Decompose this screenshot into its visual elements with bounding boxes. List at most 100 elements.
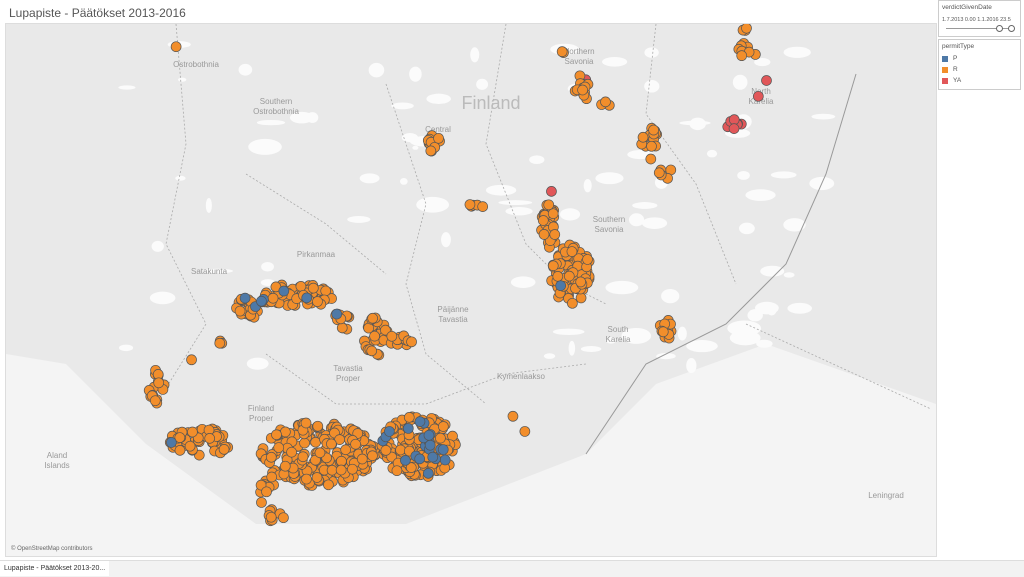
permit-dot — [149, 395, 161, 407]
permit-dot — [600, 96, 611, 108]
permit-dot — [336, 322, 348, 334]
map-canvas[interactable]: Ostrobothnia Southern Ostrobothnia Finland N… — [6, 22, 936, 556]
permit-dot — [335, 464, 347, 476]
lake — [202, 268, 234, 274]
map-label: Southern Savonia — [593, 215, 625, 234]
permit-dot — [438, 421, 449, 432]
lake — [118, 344, 134, 352]
permit-dot — [395, 444, 406, 456]
sheet-tab[interactable]: Lupapiste - Päätökset 2013-20... — [0, 561, 110, 576]
permit-dot — [728, 114, 740, 126]
legend-title: permitType — [942, 43, 975, 50]
country-border — [585, 73, 857, 455]
lake — [256, 119, 286, 126]
permit-dot — [728, 123, 740, 134]
lake — [347, 216, 371, 223]
permit-dot — [547, 260, 559, 272]
lake — [783, 272, 795, 278]
sea-gulf — [506, 454, 936, 556]
legend: permitType P R YA — [938, 39, 1021, 90]
permit-dot — [437, 444, 449, 455]
permit-dot — [301, 292, 313, 304]
legend-label: R — [953, 66, 958, 73]
permit-dot — [278, 512, 289, 524]
lake — [656, 352, 676, 360]
permit-dot — [386, 330, 398, 342]
permit-dot — [575, 276, 587, 288]
permit-dot — [166, 437, 177, 448]
lake — [737, 171, 750, 180]
permit-dot — [301, 473, 312, 485]
permit-dot — [752, 90, 764, 102]
permit-dot — [549, 229, 561, 240]
permit-dot — [256, 497, 267, 508]
lake — [485, 184, 517, 196]
permit-dot — [278, 285, 290, 297]
lake — [644, 47, 659, 58]
permit-dot — [279, 460, 291, 472]
lake — [747, 309, 763, 322]
permit-dot — [582, 254, 593, 265]
lake — [760, 265, 785, 277]
lake — [661, 288, 680, 304]
permit-dot — [326, 464, 338, 476]
lake — [368, 62, 385, 78]
map-label: Southern Ostrobothnia — [253, 97, 299, 116]
permit-dot — [334, 434, 345, 445]
permit-dot — [637, 131, 649, 143]
permit-dot — [546, 186, 557, 197]
date-filter[interactable]: verdictGivenDate 1.7.2013 0.00 1.1.2016 … — [938, 0, 1021, 37]
lake — [529, 155, 545, 165]
permit-dot — [477, 201, 489, 212]
lake — [441, 232, 451, 248]
legend-item[interactable]: P — [942, 53, 1017, 64]
legend-item[interactable]: R — [942, 64, 1017, 75]
permit-dot — [402, 423, 414, 434]
permit-dot — [519, 426, 531, 437]
lake — [580, 346, 602, 353]
lake — [178, 77, 187, 82]
lake — [644, 79, 660, 93]
map[interactable]: Ostrobothnia Southern Ostrobothnia Finland N… — [5, 22, 937, 557]
permit-dot — [174, 432, 186, 443]
lake — [632, 202, 658, 209]
map-label: Päijänne Tavastia — [437, 305, 469, 324]
filter-range: 1.7.2013 0.00 1.1.2016 23.5 — [942, 17, 1017, 23]
lake — [426, 93, 451, 104]
permit-dot — [391, 465, 403, 477]
lake — [628, 213, 645, 227]
permit-dot — [464, 199, 476, 210]
permit-dot — [646, 140, 657, 152]
permit-dot — [384, 426, 395, 437]
lake — [595, 172, 624, 185]
permit-dot — [736, 50, 748, 62]
lake — [248, 138, 282, 155]
lake — [677, 326, 687, 341]
side-panel: verdictGivenDate 1.7.2013 0.00 1.1.2016 … — [938, 0, 1021, 555]
permit-dot — [552, 271, 564, 282]
permit-dot — [400, 455, 411, 466]
map-label: Satakunta — [191, 267, 228, 276]
legend-swatch — [942, 77, 948, 84]
map-label: Aland Islands — [44, 451, 69, 470]
permit-dot — [563, 270, 575, 282]
slider[interactable] — [942, 23, 1017, 33]
permit-dot — [331, 308, 343, 320]
lake — [498, 200, 533, 206]
permit-dot — [314, 447, 326, 459]
map-label: Kymenlaakso — [497, 372, 546, 381]
lake — [289, 111, 314, 124]
lake — [552, 328, 585, 336]
lake — [732, 74, 748, 90]
legend-swatch — [942, 66, 948, 73]
lake — [399, 178, 408, 185]
lake — [568, 340, 576, 356]
permit-dot — [405, 462, 417, 473]
permit-dot — [271, 429, 282, 441]
legend-item[interactable]: YA — [942, 75, 1017, 86]
permit-dot — [265, 451, 277, 463]
permit-dot — [423, 429, 435, 441]
lake — [583, 178, 592, 193]
permit-dot — [356, 453, 368, 465]
permit-dot — [184, 440, 196, 452]
